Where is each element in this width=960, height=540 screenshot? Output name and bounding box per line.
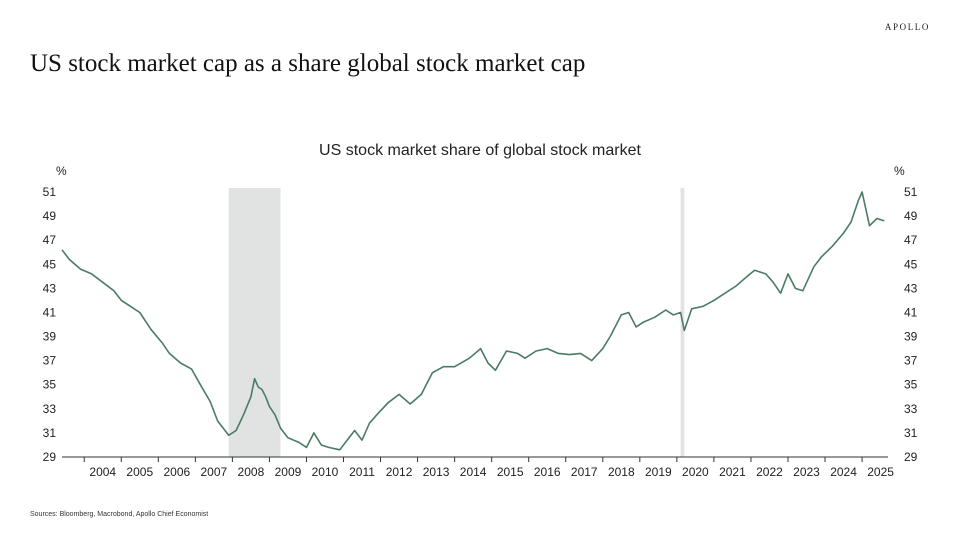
x-tick-label-2007: 2007 — [201, 465, 228, 479]
y-tick-left-39: 39 — [43, 330, 57, 344]
y-tick-left-47: 47 — [43, 233, 57, 247]
y-tick-right-37: 37 — [904, 354, 918, 368]
x-tick-label-2023: 2023 — [793, 465, 820, 479]
y-tick-right-43: 43 — [904, 281, 918, 295]
y-tick-right-41: 41 — [904, 305, 918, 319]
y-tick-left-31: 31 — [43, 426, 57, 440]
page-title: US stock market cap as a share global st… — [30, 50, 586, 77]
x-tick-label-2011: 2011 — [349, 465, 375, 479]
y-tick-right-33: 33 — [904, 402, 918, 416]
x-tick-label-2016: 2016 — [534, 465, 561, 479]
y-tick-right-51: 51 — [904, 185, 918, 199]
y-tick-right-47: 47 — [904, 233, 918, 247]
y-tick-right-29: 29 — [904, 450, 918, 464]
x-tick-label-2020: 2020 — [682, 465, 709, 479]
y-tick-left-45: 45 — [43, 257, 57, 271]
x-tick-label-2010: 2010 — [312, 465, 339, 479]
y-tick-right-45: 45 — [904, 257, 918, 271]
chart-title: US stock market share of global stock ma… — [319, 142, 641, 159]
x-tick-label-2015: 2015 — [497, 465, 524, 479]
y-tick-right-35: 35 — [904, 378, 918, 392]
y-tick-left-51: 51 — [43, 185, 57, 199]
x-tick-label-2013: 2013 — [423, 465, 450, 479]
y-tick-left-43: 43 — [43, 281, 57, 295]
y-unit-right: % — [894, 164, 905, 178]
x-tick-label-2008: 2008 — [238, 465, 265, 479]
brand-logo: APOLLO — [884, 22, 930, 32]
x-tick-label-2004: 2004 — [89, 465, 116, 479]
x-tick-label-2022: 2022 — [756, 465, 783, 479]
y-tick-left-41: 41 — [43, 305, 57, 319]
series-line-0 — [61, 191, 885, 451]
x-tick-label-2018: 2018 — [608, 465, 635, 479]
y-tick-right-39: 39 — [904, 330, 918, 344]
y-unit-left: % — [56, 164, 67, 178]
y-tick-right-49: 49 — [904, 209, 918, 223]
x-tick-label-2017: 2017 — [571, 465, 598, 479]
x-tick-label-2009: 2009 — [275, 465, 302, 479]
x-tick-label-2006: 2006 — [163, 465, 190, 479]
y-tick-right-31: 31 — [904, 426, 918, 440]
x-tick-label-2014: 2014 — [460, 465, 487, 479]
y-tick-left-37: 37 — [43, 354, 57, 368]
x-tick-label-2012: 2012 — [386, 465, 413, 479]
recession-shade-0 — [228, 188, 281, 457]
source-note: Sources: Bloomberg, Macrobond, Apollo Ch… — [30, 511, 209, 518]
y-tick-left-29: 29 — [43, 450, 57, 464]
x-tick-label-2019: 2019 — [645, 465, 672, 479]
y-tick-left-49: 49 — [43, 209, 57, 223]
x-tick-label-2005: 2005 — [126, 465, 153, 479]
y-tick-left-33: 33 — [43, 402, 57, 416]
y-tick-left-35: 35 — [43, 378, 57, 392]
x-tick-label-2021: 2021 — [719, 465, 746, 479]
x-tick-label-2025: 2025 — [867, 465, 894, 479]
x-tick-label-2024: 2024 — [830, 465, 857, 479]
